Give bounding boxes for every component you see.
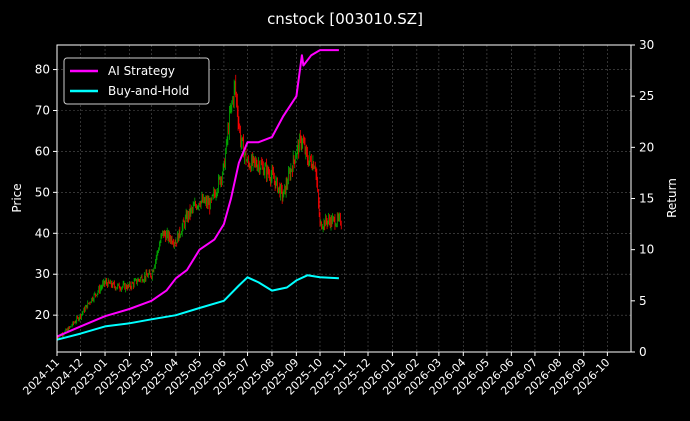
y-right-tick-label: 10 bbox=[639, 243, 654, 257]
y-left-tick-label: 70 bbox=[35, 103, 50, 117]
y-axis-label-left: Price bbox=[10, 183, 24, 212]
y-right-tick-label: 0 bbox=[639, 345, 647, 359]
y-right-tick-label: 5 bbox=[639, 294, 647, 308]
legend-box bbox=[63, 57, 210, 105]
y-left-tick-label: 80 bbox=[35, 63, 50, 77]
y-left-tick-label: 40 bbox=[35, 226, 50, 240]
return-lines bbox=[56, 49, 339, 341]
y-left-tick-label: 60 bbox=[35, 144, 50, 158]
y-right-tick-label: 25 bbox=[639, 89, 654, 103]
y-left-tick-label: 50 bbox=[35, 185, 50, 199]
legend: AI Strategy Buy-and-Hold bbox=[63, 57, 210, 105]
y-right-tick-label: 15 bbox=[639, 192, 654, 206]
legend-label: AI Strategy bbox=[108, 64, 175, 78]
y-right-tick-label: 20 bbox=[639, 140, 654, 154]
y-right-tick-label: 30 bbox=[639, 38, 654, 52]
y-left-tick-label: 30 bbox=[35, 267, 50, 281]
series-line-ai-strategy bbox=[56, 49, 339, 338]
y-left-tick-label: 20 bbox=[35, 308, 50, 322]
series-line-buy-and-hold bbox=[56, 274, 339, 341]
y-axis-label-right: Return bbox=[665, 178, 679, 218]
chart-title: cnstock [003010.SZ] bbox=[267, 10, 423, 28]
legend-label: Buy-and-Hold bbox=[108, 84, 189, 98]
price-candles bbox=[56, 74, 342, 340]
